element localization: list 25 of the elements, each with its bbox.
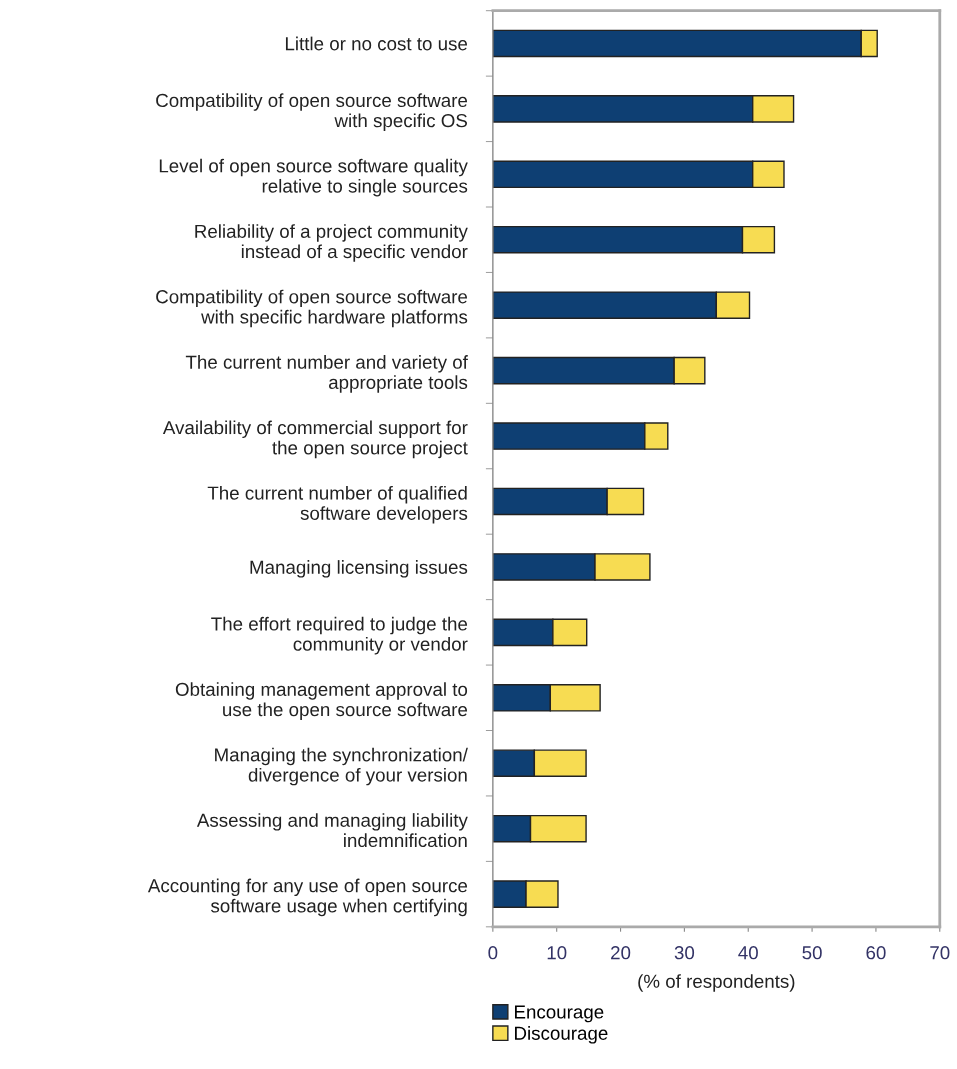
y-tick-label: Little or no cost to use: [285, 36, 468, 51]
x-axis-title: (% of respondents): [638, 974, 795, 992]
y-tick-label: Managing the synchronization/ divergence of your version: [215, 747, 468, 786]
legend-label: Encourage: [515, 1005, 604, 1023]
x-tick-label: 0: [488, 946, 498, 960]
y-tick-label: Availability of commercial support for the open source project: [162, 420, 468, 459]
y-tick-label: Reliability of a project community instead of a specific vendor: [195, 224, 468, 262]
y-tick-label: The current number of qualified software developers: [207, 485, 468, 524]
y-tick-label: Obtaining management approval to use the open source software: [175, 682, 468, 720]
x-tick-label: 70: [930, 946, 950, 960]
y-tick-label: Compatibility of open source software with specific hardware platforms: [156, 289, 468, 328]
y-tick-label: Compatibility of open source software with specific OS: [156, 93, 468, 131]
y-tick-label: The current number and variety of appropriate tools: [185, 355, 468, 393]
x-tick-label: 40: [738, 946, 758, 960]
y-tick-label: Managing licensing issues: [250, 560, 468, 578]
x-tick-label: 20: [611, 946, 631, 960]
x-tick-label: 30: [674, 946, 695, 960]
y-tick-label: Assessing and managing liability indemnification: [196, 813, 468, 848]
legend-label: Discourage: [515, 1026, 608, 1044]
y-tick-label: Accounting for any use of open source software usage when certifying: [147, 878, 468, 917]
x-tick-label: 10: [547, 946, 567, 960]
y-tick-label: The effort required to judge the community or vendor: [211, 616, 468, 655]
y-tick-label: Level of open source software quality relative to single sources: [159, 158, 468, 197]
x-tick-label: 50: [802, 946, 822, 960]
x-tick-label: 60: [866, 946, 886, 960]
